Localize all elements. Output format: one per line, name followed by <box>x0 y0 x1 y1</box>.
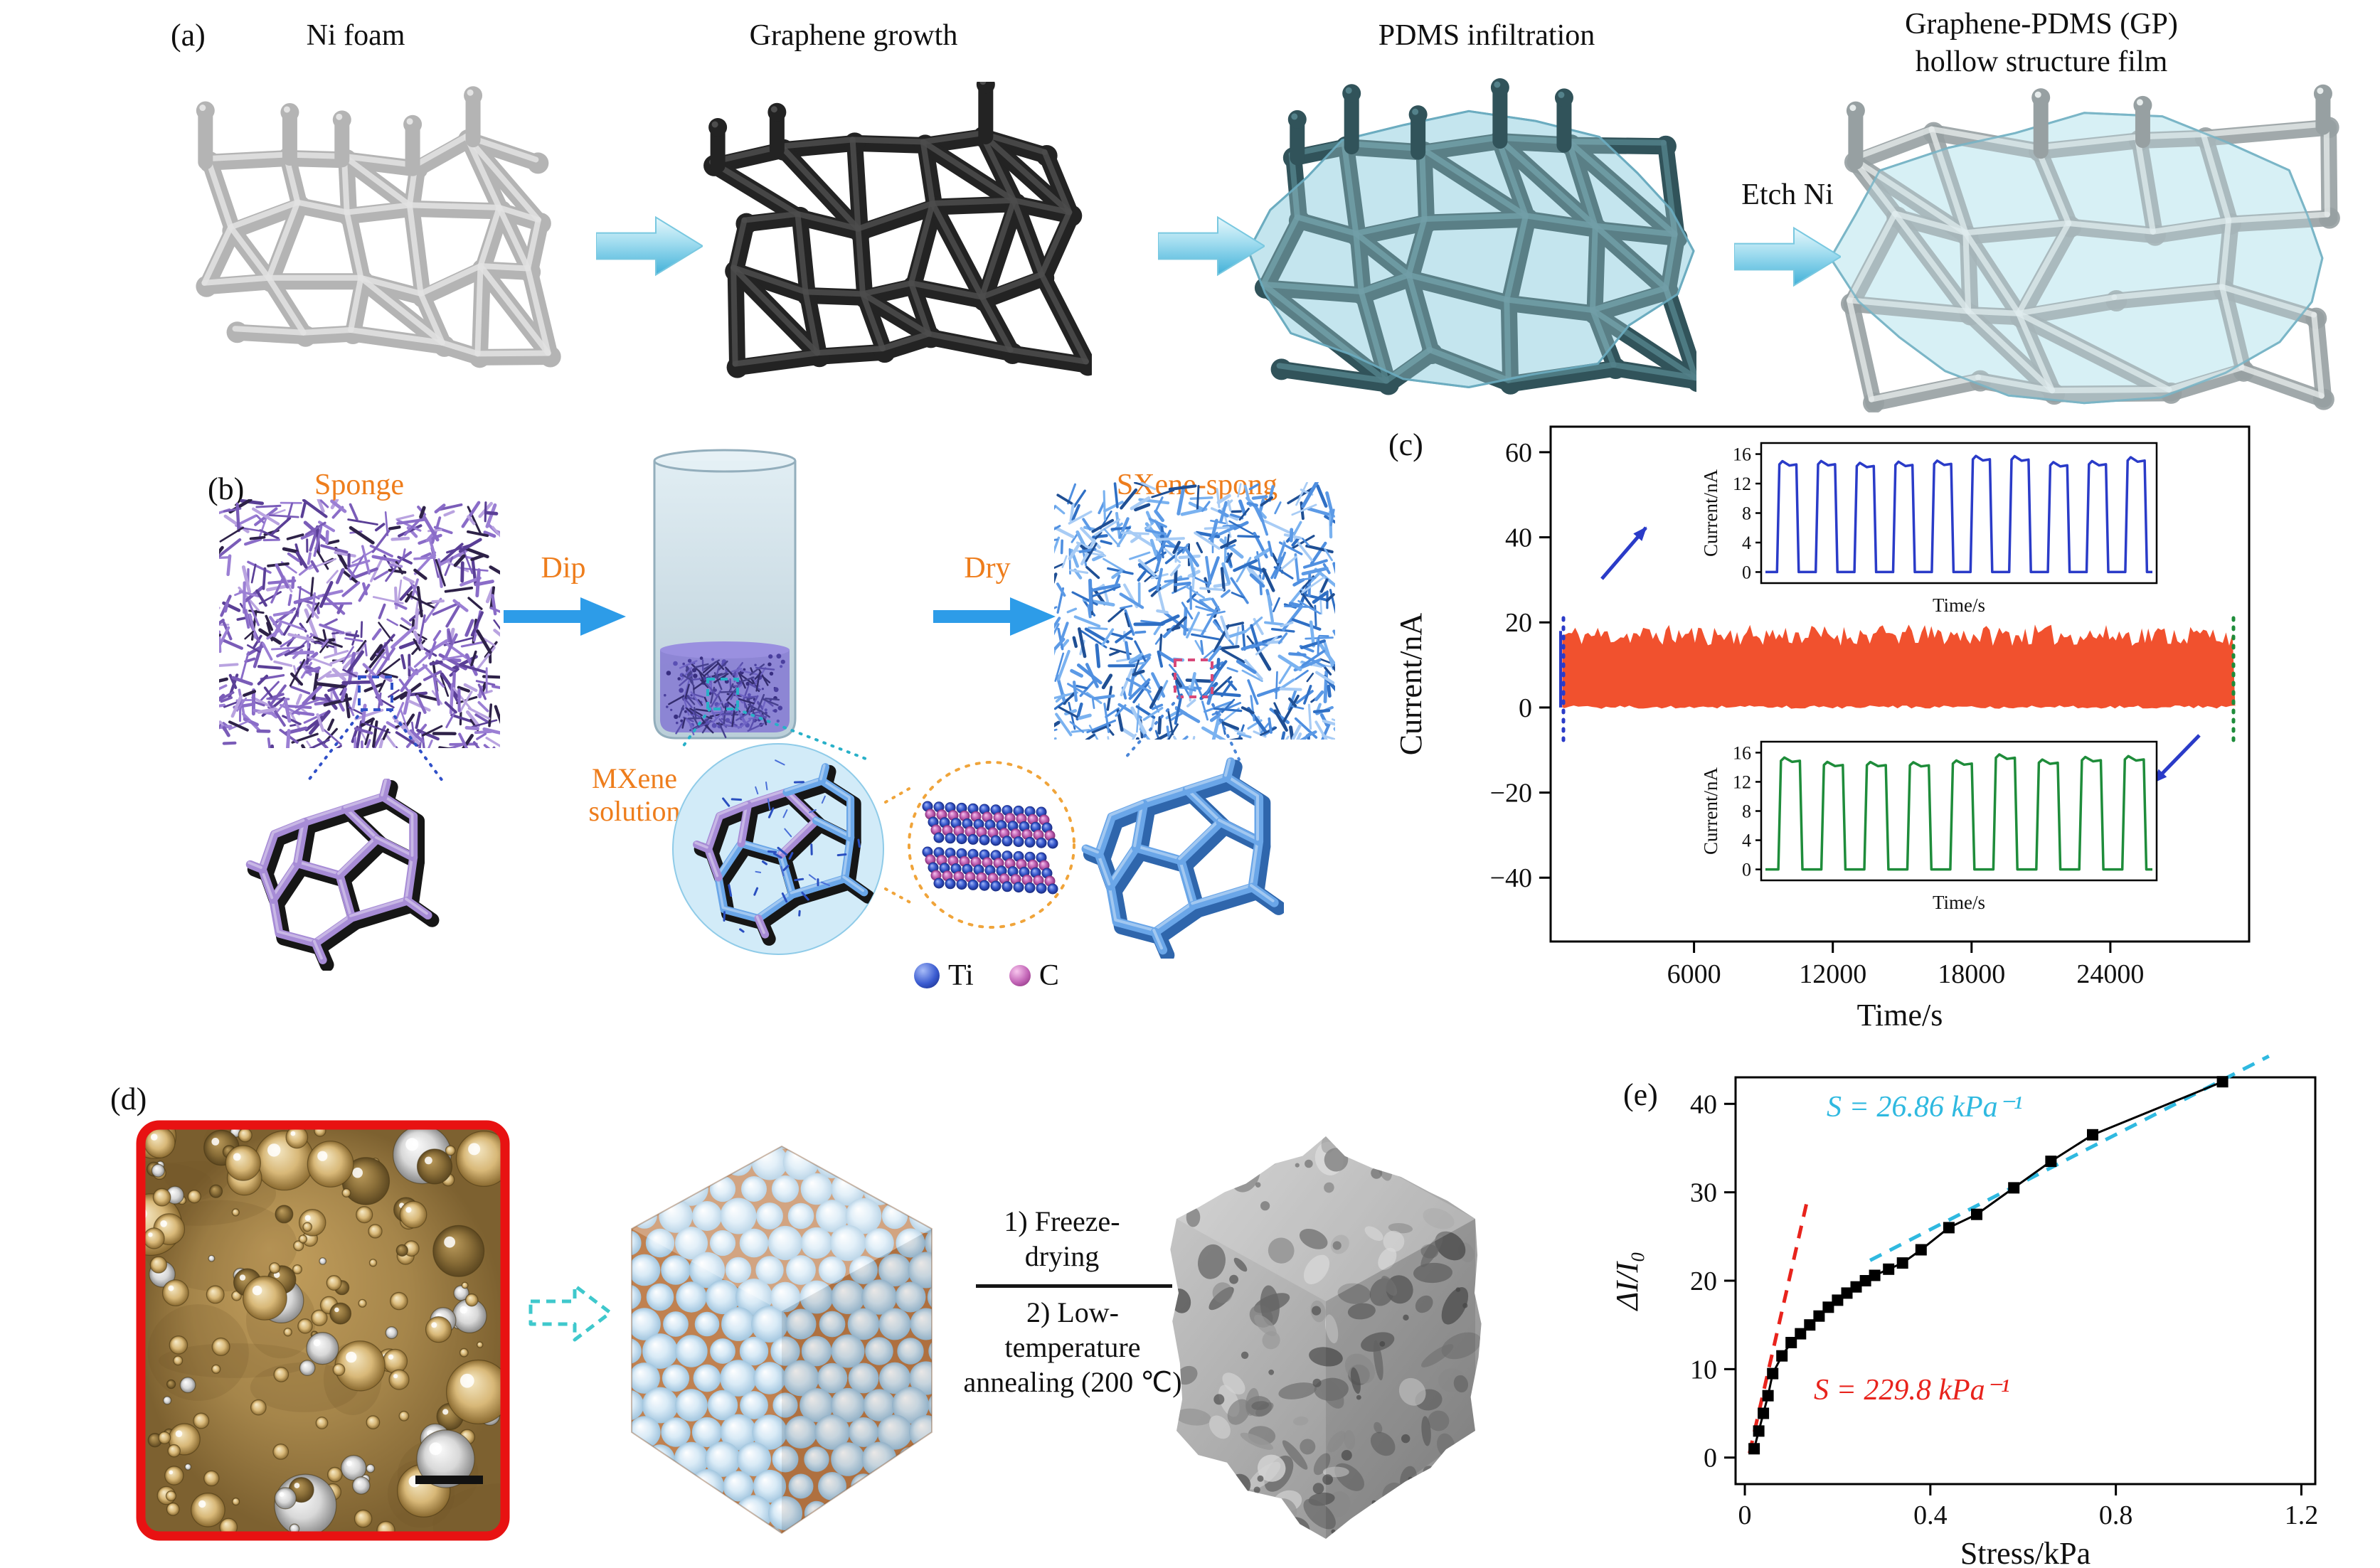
process-arrow-icon <box>1157 213 1266 282</box>
step-title-gp-film: Graphene-PDMS (GP) hollow structure film <box>1905 8 2178 78</box>
svg-text:Current/nA: Current/nA <box>1393 613 1428 756</box>
step-title-ni-foam: Ni foam <box>306 19 405 52</box>
svg-text:Time/s: Time/s <box>1857 998 1943 1033</box>
current-time-chart: −40 −20 0 20 40 60 6000 12000 18000 24000 Time/s Cu… <box>1380 397 2319 1040</box>
panel-e-label: (e) <box>1623 1077 1658 1112</box>
svg-text:−20: −20 <box>1490 779 1532 809</box>
ni-foam-illustration <box>188 85 576 380</box>
beaker-zoom-illustration <box>667 738 889 964</box>
sphere-cube-illustration <box>610 1125 953 1555</box>
mxene-solution-label: MXene solution <box>588 762 681 827</box>
svg-text:20: 20 <box>1505 608 1532 638</box>
svg-text:Time/s: Time/s <box>1933 594 1985 616</box>
process-divider <box>976 1284 1172 1288</box>
svg-text:S = 229.8 kPa⁻¹: S = 229.8 kPa⁻¹ <box>1814 1374 2009 1407</box>
svg-text:8: 8 <box>1742 503 1751 524</box>
svg-text:0: 0 <box>1704 1444 1717 1473</box>
sponge-zoom-illustration <box>231 778 477 974</box>
svg-text:4: 4 <box>1742 533 1751 553</box>
zoom-connectors-overlay <box>199 462 1366 1006</box>
svg-text:0: 0 <box>1742 860 1751 880</box>
svg-text:0: 0 <box>1738 1500 1752 1530</box>
svg-text:0.8: 0.8 <box>2099 1500 2133 1530</box>
c-sphere-icon <box>1009 965 1031 986</box>
graphene-foam-illustration <box>694 75 1099 384</box>
material-legend: Ti C <box>914 959 1059 993</box>
svg-text:18000: 18000 <box>1938 959 2005 989</box>
dry-arrow-icon <box>933 594 1056 642</box>
process-arrow-icon <box>1733 224 1842 293</box>
svg-text:6000: 6000 <box>1667 959 1721 989</box>
panel-b-label: (b) <box>208 471 245 506</box>
legend-ti-label: Ti <box>948 959 974 992</box>
svg-text:0: 0 <box>1519 693 1532 723</box>
svg-text:10: 10 <box>1690 1355 1717 1385</box>
step-title-graphene-growth: Graphene growth <box>749 19 958 52</box>
sxene-zoom-illustration <box>1078 752 1286 963</box>
freeze-drying-label: 1) Freeze-drying <box>1004 1205 1120 1272</box>
gp-foam-illustration <box>1828 78 2340 416</box>
panel-d-label: (d) <box>110 1082 147 1116</box>
annealing-label: 2) Low-temperature annealing (200 ℃) <box>963 1296 1182 1398</box>
mxene-layers-illustration <box>902 755 1081 938</box>
panel-a-label: (a) <box>171 18 206 53</box>
svg-text:Stress/kPa: Stress/kPa <box>1960 1536 2091 1568</box>
ti-sphere-icon <box>914 963 940 988</box>
svg-text:1.2: 1.2 <box>2285 1500 2319 1530</box>
svg-text:Time/s: Time/s <box>1933 892 1985 913</box>
svg-text:24000: 24000 <box>2076 959 2144 989</box>
dip-label: Dip <box>541 552 586 585</box>
svg-text:40: 40 <box>1505 523 1532 553</box>
legend-c-label: C <box>1038 959 1059 992</box>
svg-text:−40: −40 <box>1490 863 1532 893</box>
sensitivity-chart: 0 10 20 30 40 0 0.4 0.8 1.2 Stress/kPa ΔI/I₀ S = 26… <box>1592 1044 2380 1568</box>
beaker-illustration <box>639 447 811 754</box>
svg-text:ΔI/I₀: ΔI/I₀ <box>1610 1252 1645 1312</box>
svg-text:60: 60 <box>1505 438 1532 468</box>
sponge-label: Sponge <box>314 469 404 501</box>
dry-label: Dry <box>964 552 1011 585</box>
pdms-foam-illustration <box>1241 78 1709 402</box>
etch-ni-label: Etch Ni <box>1741 178 1834 211</box>
panel-c-label: (c) <box>1388 427 1423 462</box>
svg-text:Current/nA: Current/nA <box>1700 469 1721 557</box>
process-arrow-icon <box>595 213 704 282</box>
svg-text:20: 20 <box>1690 1266 1717 1296</box>
svg-text:4: 4 <box>1742 831 1751 851</box>
svg-text:16: 16 <box>1733 444 1751 465</box>
bubble-photo <box>134 1118 512 1547</box>
photo-arrow-icon <box>528 1279 615 1350</box>
svg-text:30: 30 <box>1690 1178 1717 1208</box>
svg-text:S = 26.86 kPa⁻¹: S = 26.86 kPa⁻¹ <box>1827 1091 2022 1124</box>
svg-text:16: 16 <box>1733 742 1751 763</box>
svg-text:12: 12 <box>1733 474 1751 494</box>
svg-text:12: 12 <box>1733 772 1751 792</box>
svg-text:8: 8 <box>1742 801 1751 822</box>
svg-text:40: 40 <box>1690 1089 1717 1119</box>
svg-text:12000: 12000 <box>1799 959 1866 989</box>
svg-text:0.4: 0.4 <box>1913 1500 1948 1530</box>
step-title-pdms-infiltration: PDMS infiltration <box>1378 19 1595 52</box>
porous-cube-illustration <box>1158 1118 1494 1568</box>
dip-arrow-icon <box>504 594 626 642</box>
svg-text:Current/nA: Current/nA <box>1700 767 1721 855</box>
svg-text:0: 0 <box>1742 562 1751 582</box>
